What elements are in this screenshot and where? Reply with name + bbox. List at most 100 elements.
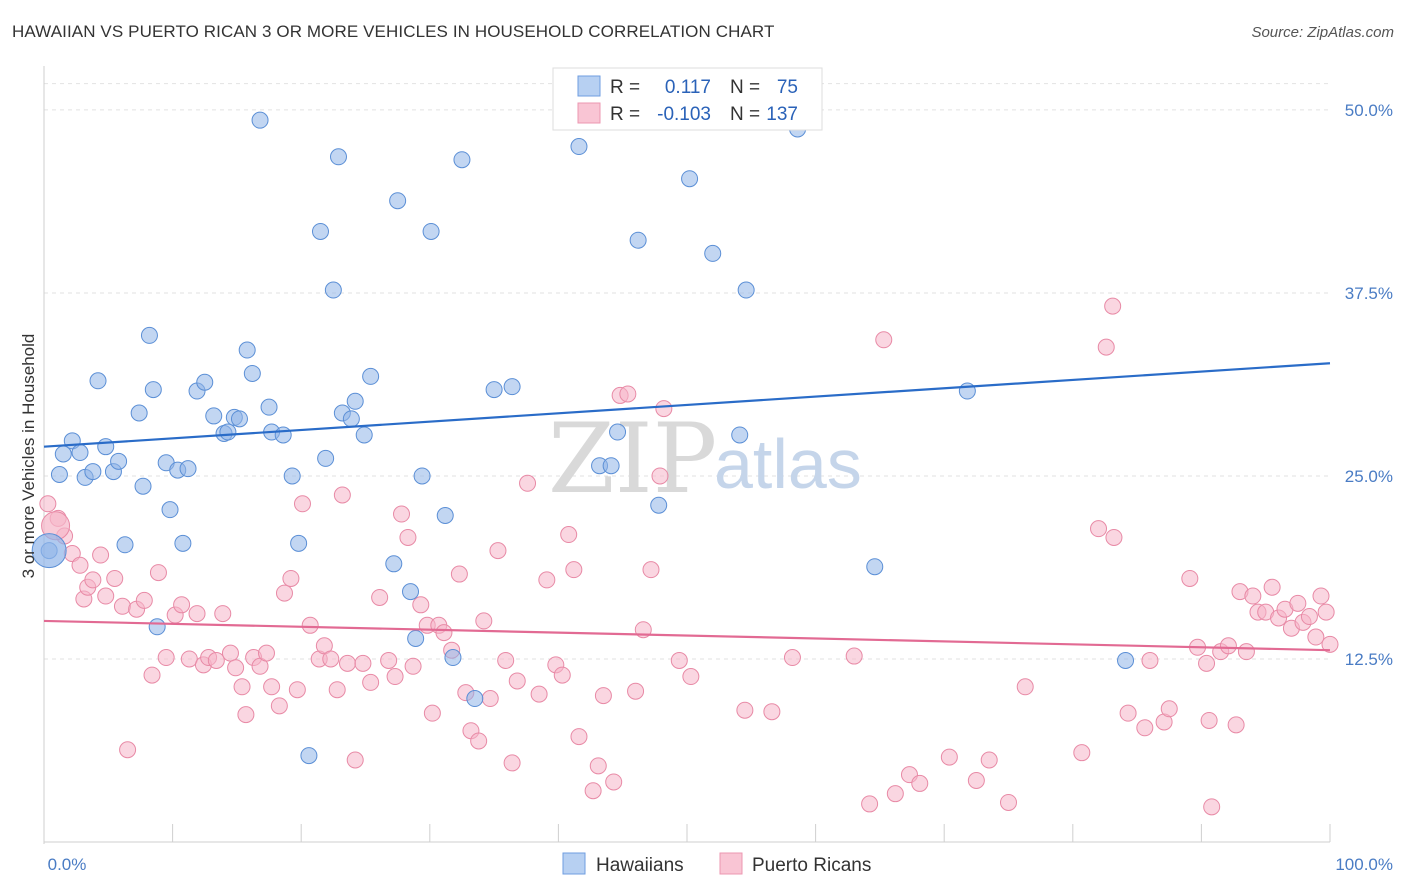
puerto-ricans-point [354, 654, 372, 672]
hawaiians-point [413, 467, 431, 485]
hawaiians-point [97, 438, 115, 456]
puerto-ricans-point [288, 681, 306, 699]
puerto-ricans-point [1000, 793, 1017, 811]
puerto-ricans-point [180, 650, 198, 668]
hawaiians-point [1117, 651, 1135, 669]
puerto-ricans-legend-swatch [719, 852, 743, 875]
puerto-ricans-point [503, 754, 521, 772]
hawaiians-point [602, 457, 620, 475]
legend-n-value: 137 [766, 104, 798, 125]
puerto-ricans-point [1307, 628, 1325, 646]
puerto-ricans-point [1263, 578, 1281, 596]
puerto-ricans-point [301, 616, 319, 634]
grid-lines [44, 83, 1330, 660]
legend-r-value: -0.103 [657, 104, 711, 125]
puerto-ricans-point [655, 400, 673, 418]
hawaiians-points [31, 111, 1135, 765]
hawaiians-point [140, 326, 158, 344]
puerto-ricans-point [489, 542, 507, 560]
puerto-ricans-point [237, 706, 255, 724]
puerto-ricans-point [470, 732, 488, 750]
hawaiians-trend-line [43, 362, 1331, 448]
puerto-ricans-point [328, 681, 346, 699]
y-tick-label: 25.0% [1345, 467, 1393, 486]
puerto-ricans-point [497, 651, 515, 669]
hawaiians-point [290, 534, 308, 552]
hawaiians-point [219, 423, 237, 441]
puerto-ricans-point [530, 685, 548, 703]
puerto-ricans-point [346, 751, 364, 769]
puerto-ricans-point [227, 659, 245, 677]
puerto-ricans-point [404, 657, 422, 675]
hawaiians-point [731, 426, 749, 444]
legend-r-label: R = [610, 77, 640, 98]
hawaiians-point [737, 281, 755, 299]
puerto-ricans-point [188, 605, 206, 623]
hawaiians-point [144, 381, 162, 399]
puerto-ricans-point [642, 561, 660, 579]
puerto-ricans-point [282, 569, 300, 587]
puerto-ricans-point [1181, 569, 1199, 587]
hawaiians-point [84, 463, 102, 481]
puerto-ricans-point [1141, 651, 1159, 669]
puerto-ricans-point [670, 651, 688, 669]
puerto-ricans-point [911, 774, 929, 792]
puerto-ricans-trend-line [43, 619, 1331, 652]
puerto-ricans-point [214, 605, 232, 623]
hawaiians-point [148, 618, 166, 636]
puerto-ricans-point [423, 704, 441, 722]
hawaiians-legend-swatch [562, 852, 586, 875]
puerto-ricans-point [940, 748, 958, 766]
puerto-ricans-point [149, 564, 167, 582]
puerto-ricans-point [565, 561, 583, 579]
y-tick-labels: 12.5% 25.0% 37.5% 50.0% [1345, 101, 1393, 669]
hawaiians-point [243, 364, 261, 382]
puerto-ricans-point [1300, 608, 1318, 626]
puerto-ricans-point [1219, 637, 1237, 655]
hawaiians-point [329, 148, 347, 166]
legend-r-label: R = [610, 104, 640, 125]
hawaiians-point [422, 222, 440, 240]
puerto-ricans-point [1321, 635, 1339, 653]
hawaiians-point [300, 747, 318, 765]
hawaiians-point [681, 170, 699, 188]
hawaiians-point [130, 404, 148, 422]
hawaiians-point [466, 690, 484, 708]
puerto-ricans-point [1312, 587, 1330, 605]
hawaiians-point [161, 501, 179, 519]
hawaiians-point [346, 392, 364, 410]
hawaiians-point [355, 426, 373, 444]
hawaiians-point [629, 231, 647, 249]
hawaiians-point [609, 423, 627, 441]
hawaiians-point [704, 244, 722, 262]
puerto-ricans-point [1227, 716, 1245, 734]
puerto-ricans-swatch [577, 102, 601, 124]
hawaiians-point [407, 629, 425, 647]
puerto-ricans-point [380, 651, 398, 669]
source-label: Source: ZipAtlas.com [1251, 24, 1394, 41]
puerto-ricans-point [605, 773, 623, 791]
x-tick-label: 100.0% [1335, 855, 1393, 874]
watermark-zip: ZIP [548, 403, 717, 515]
hawaiians-point [89, 372, 107, 390]
puerto-ricans-point [736, 701, 754, 719]
puerto-ricans-point [553, 666, 571, 684]
puerto-ricans-point [257, 644, 275, 662]
puerto-ricans-point [1016, 678, 1034, 696]
puerto-ricans-point [113, 597, 131, 615]
hawaiians-point [402, 583, 420, 601]
puerto-ricans-point [393, 505, 411, 523]
hawaiians-large-point [31, 533, 67, 569]
puerto-ricans-point [651, 467, 669, 485]
puerto-ricans-point [619, 385, 637, 403]
puerto-ricans-point [538, 571, 556, 589]
puerto-ricans-point [1136, 719, 1154, 737]
watermark: ZIP atlas [548, 403, 862, 515]
puerto-ricans-point [207, 651, 225, 669]
hawaiians-point [503, 378, 521, 396]
puerto-ricans-point [371, 588, 389, 606]
puerto-ricans-point [1090, 520, 1108, 538]
puerto-ricans-point [763, 703, 781, 721]
y-tick-label: 50.0% [1345, 101, 1393, 120]
